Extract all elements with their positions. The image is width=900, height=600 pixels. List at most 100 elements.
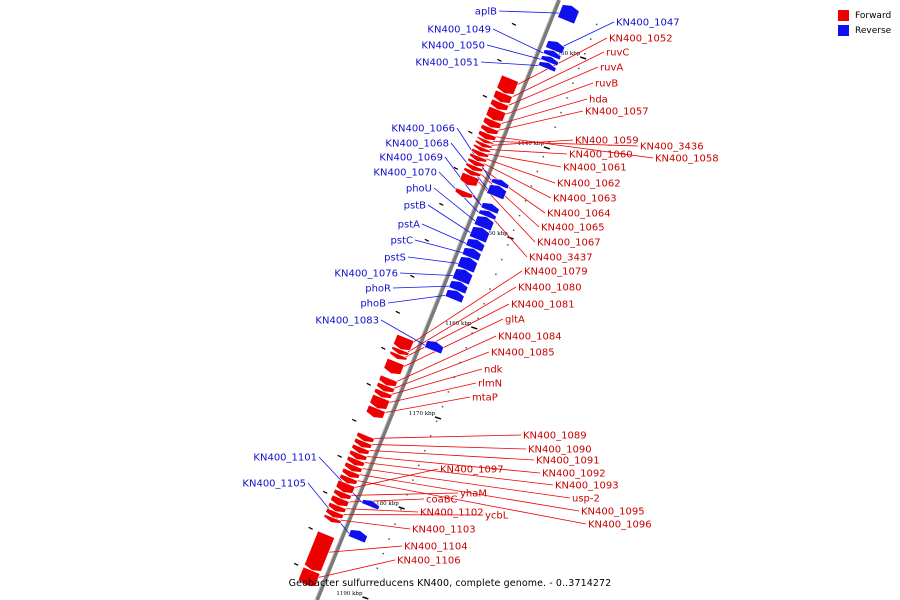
forward-gene-label[interactable]: ruvA (600, 63, 623, 74)
forward-gene-KN400_1106[interactable] (297, 566, 321, 587)
forward-gene-KN400_1092[interactable] (348, 449, 368, 461)
reverse-gene-KN400_1083[interactable] (424, 340, 445, 355)
forward-gene-label[interactable]: ruvB (595, 79, 618, 90)
forward-gene-label[interactable]: KN400_1065 (541, 223, 605, 234)
forward-gene-KN400_1063[interactable] (467, 157, 486, 168)
forward-gene-label[interactable]: hda (589, 95, 608, 106)
forward-gene-label[interactable]: KN400_1103 (412, 525, 476, 536)
reverse-gene-label[interactable]: KN400_1049 (427, 25, 491, 36)
forward-gene-label[interactable]: coaBC (426, 495, 457, 506)
forward-gene-label[interactable]: KN400_1084 (498, 332, 562, 343)
forward-gene-coaBC[interactable] (330, 494, 350, 507)
forward-gene-label[interactable]: KN400_1052 (609, 34, 673, 45)
forward-gene-ruvC[interactable] (492, 89, 513, 104)
forward-gene-yhaM[interactable] (333, 488, 352, 500)
reverse-gene-KN400_1105[interactable] (347, 529, 368, 544)
forward-gene-label[interactable]: KN400_1058 (655, 154, 719, 165)
forward-gene-KN400_1085[interactable] (376, 381, 396, 393)
reverse-gene-label[interactable]: KN400_1068 (385, 139, 449, 150)
forward-gene-label[interactable]: KN400_1081 (511, 300, 575, 311)
forward-gene-KN400_1057[interactable] (480, 123, 500, 135)
forward-gene-KN400_1081[interactable] (389, 350, 408, 361)
forward-gene-KN400_1058[interactable] (477, 129, 497, 141)
forward-gene-ruvB[interactable] (485, 105, 507, 122)
forward-gene-KN400_3437[interactable] (454, 187, 474, 199)
forward-gene-KN400_1080[interactable] (391, 345, 410, 356)
forward-gene-KN400_1052[interactable] (496, 74, 519, 95)
reverse-gene-KN400_1101[interactable] (361, 499, 380, 511)
forward-gene-KN400_1103[interactable] (323, 513, 342, 524)
forward-gene-label[interactable]: KN400_1093 (555, 481, 619, 492)
reverse-gene-label[interactable]: phoR (365, 284, 391, 295)
forward-gene-label[interactable]: KN400_3436 (640, 142, 704, 153)
forward-gene-label[interactable]: KN400_1102 (420, 508, 484, 519)
reverse-gene-aplB[interactable] (557, 4, 580, 25)
forward-gene-label[interactable]: KN400_1059 (575, 136, 639, 147)
forward-gene-label[interactable]: KN400_1091 (536, 456, 600, 467)
forward-gene-KN400_1059[interactable] (474, 139, 493, 149)
forward-gene-label[interactable]: gltA (505, 315, 525, 326)
forward-gene-label[interactable]: KN400_1097 (440, 465, 504, 476)
forward-gene-KN400_1062[interactable] (469, 152, 488, 163)
forward-gene-label[interactable]: KN400_1061 (563, 163, 627, 174)
forward-gene-ycbL[interactable] (325, 507, 345, 519)
forward-gene-label[interactable]: KN400_1067 (537, 238, 601, 249)
reverse-gene-phoB[interactable] (444, 289, 465, 304)
forward-gene-KN400_1067[interactable] (459, 171, 480, 187)
reverse-gene-label[interactable]: pstA (398, 220, 420, 231)
reverse-gene-label[interactable]: KN400_1047 (616, 18, 680, 29)
forward-gene-label[interactable]: KN400_1090 (528, 445, 592, 456)
forward-gene-mtaP[interactable] (365, 404, 386, 419)
reverse-gene-label[interactable]: pstB (404, 201, 426, 212)
reverse-gene-label[interactable]: aplB (475, 7, 497, 18)
forward-gene-KN400_1089[interactable] (356, 431, 375, 443)
forward-gene-label[interactable]: KN400_1096 (588, 520, 652, 531)
forward-gene-label[interactable]: KN400_1092 (542, 469, 606, 480)
forward-gene-label[interactable]: KN400_1080 (518, 283, 582, 294)
forward-gene-KN400_1065[interactable] (463, 167, 482, 177)
forward-gene-label[interactable]: yhaM (460, 489, 487, 500)
reverse-gene-label[interactable]: phoU (406, 184, 432, 195)
forward-gene-KN400_1090[interactable] (353, 437, 373, 449)
forward-gene-label[interactable]: KN400_1079 (524, 267, 588, 278)
forward-gene-KN400_1096[interactable] (339, 473, 358, 485)
reverse-gene-label[interactable]: phoB (360, 299, 386, 310)
forward-gene-KN400_1064[interactable] (465, 162, 484, 173)
reverse-gene-label[interactable]: pstC (391, 236, 413, 247)
reverse-gene-label[interactable]: KN400_1083 (315, 316, 379, 327)
reverse-gene-label[interactable]: KN400_1051 (415, 58, 479, 69)
forward-gene-label[interactable]: KN400_3437 (529, 253, 593, 264)
forward-gene-hda[interactable] (482, 116, 502, 129)
forward-gene-label[interactable]: ycbL (485, 511, 509, 522)
forward-gene-label[interactable]: ruvC (606, 48, 629, 59)
forward-gene-KN400_1102[interactable] (327, 501, 347, 513)
forward-gene-label[interactable]: KN400_1095 (581, 507, 645, 518)
forward-gene-label[interactable]: KN400_1104 (404, 542, 468, 553)
reverse-gene-label[interactable]: pstS (384, 253, 406, 264)
forward-gene-KN400_1104[interactable] (304, 530, 335, 572)
forward-gene-label[interactable]: KN400_1089 (523, 431, 587, 442)
reverse-gene-label[interactable]: KN400_1050 (421, 41, 485, 52)
forward-gene-label[interactable]: ndk (484, 365, 503, 376)
forward-gene-label[interactable]: KN400_1063 (553, 194, 617, 205)
forward-gene-label[interactable]: mtaP (472, 393, 498, 404)
forward-gene-label[interactable]: KN400_1106 (397, 556, 461, 567)
forward-gene-label[interactable]: rlmN (478, 379, 502, 390)
forward-gene-ndk[interactable] (373, 387, 393, 399)
forward-gene-label[interactable]: KN400_1064 (547, 209, 611, 220)
forward-gene-KN400_1095[interactable] (341, 467, 361, 479)
forward-gene-label[interactable]: KN400_1085 (491, 348, 555, 359)
reverse-gene-label[interactable]: KN400_1101 (253, 453, 317, 464)
forward-gene-rlmN[interactable] (369, 393, 391, 410)
reverse-gene-label[interactable]: KN400_1105 (242, 479, 306, 490)
forward-gene-label[interactable]: KN400_1060 (569, 150, 633, 161)
forward-gene-KN400_1091[interactable] (351, 443, 371, 455)
forward-gene-label[interactable]: KN400_1062 (557, 179, 621, 190)
forward-gene-gltA[interactable] (383, 357, 405, 375)
forward-gene-label[interactable]: usp-2 (572, 494, 600, 505)
forward-gene-label[interactable]: KN400_1057 (585, 107, 649, 118)
forward-gene-KN400_1061[interactable] (471, 147, 490, 158)
reverse-gene-label[interactable]: KN400_1069 (379, 153, 443, 164)
reverse-gene-label[interactable]: KN400_1070 (373, 168, 437, 179)
forward-gene-KN400_3436[interactable] (476, 135, 495, 145)
